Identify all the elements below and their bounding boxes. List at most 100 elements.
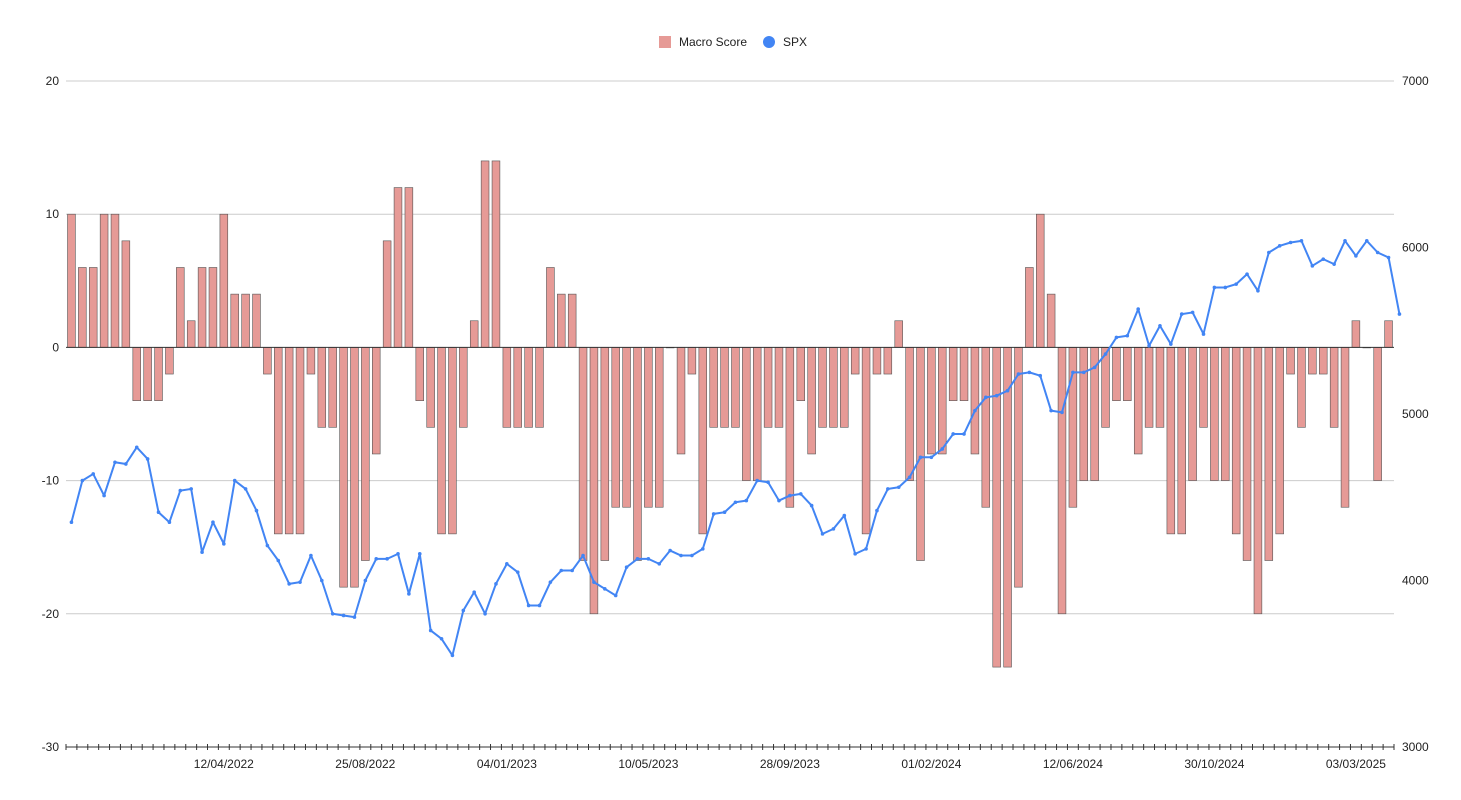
macro-score-bar (600, 347, 610, 561)
macro-score-bar (502, 347, 512, 428)
right-tick-label: 7000 (1402, 74, 1429, 88)
spx-point (232, 478, 237, 483)
macro-score-bar (633, 347, 642, 561)
spx-point (1386, 255, 1391, 260)
macro-score-bar (709, 347, 718, 428)
x-tick-label: 30/10/2024 (1184, 757, 1244, 771)
macro-score-bar (807, 347, 816, 455)
macro-score-bar (67, 213, 76, 348)
spx-point (428, 628, 433, 633)
macro-score-bar (1340, 347, 1350, 508)
macro-score-bar (480, 160, 490, 348)
macro-score-bar (1025, 267, 1034, 348)
spx-point (113, 460, 117, 465)
macro-score-bar (1123, 347, 1132, 401)
macro-score-bar (644, 347, 653, 508)
spx-point (559, 568, 564, 573)
spx-point (320, 578, 324, 583)
spx-point (156, 510, 161, 515)
spx-point (330, 612, 335, 616)
macro-score-bar (872, 347, 882, 375)
spx-point (178, 488, 183, 493)
macro-score-bar (99, 213, 109, 348)
legend-macro-score-label: Macro Score (679, 35, 747, 49)
spx-point (896, 485, 901, 490)
macro-score-bar (491, 160, 501, 348)
macro-score-bar (524, 347, 533, 428)
spx-point (788, 493, 792, 498)
spx-point (265, 543, 270, 548)
spx-point (1114, 335, 1119, 340)
x-tick-label: 28/09/2023 (760, 757, 820, 771)
spx-point (886, 487, 890, 491)
spx-point (1071, 370, 1075, 375)
spx-point (505, 562, 509, 566)
spx-point (222, 542, 226, 546)
macro-score-bar (513, 347, 522, 428)
macro-score-bar (328, 347, 337, 428)
macro-score-bar (927, 347, 936, 455)
macro-score-bar (1199, 347, 1208, 428)
spx-point (298, 580, 302, 584)
macro-score-bar (1319, 347, 1328, 375)
spx-point (635, 557, 640, 561)
spx-point (167, 520, 172, 525)
macro-score-bar (1144, 347, 1154, 428)
spx-point (396, 552, 400, 556)
spx-point (1060, 410, 1064, 415)
spx-point (341, 613, 346, 618)
x-axis: 12/04/2022 25/08/2022 04/01/2023 10/05/2023… (65, 744, 1395, 771)
macro-score-bar (1166, 347, 1176, 535)
spx-point (102, 493, 106, 498)
macro-score-bar (1046, 293, 1056, 348)
spx-point (1103, 352, 1108, 356)
spx-point (1364, 239, 1369, 243)
spx-point (853, 552, 857, 556)
spx-point (603, 587, 607, 591)
macro-score-bar (796, 347, 805, 401)
macro-score-bar (578, 347, 588, 561)
spx-point (1179, 312, 1184, 316)
spx-point (973, 408, 977, 413)
legend-macro-score-swatch (659, 36, 671, 48)
macro-score-bar (165, 347, 174, 375)
right-axis-ticks: 7000 6000 5000 4000 3000 (1402, 74, 1429, 754)
spx-point (951, 432, 955, 436)
spx-point (417, 552, 422, 556)
spx-point (657, 562, 662, 566)
macro-score-bar (916, 347, 925, 561)
spx-point (80, 478, 85, 483)
spx-point (439, 636, 444, 641)
macro-score-bar (88, 267, 98, 348)
macro-score-bar (1057, 347, 1067, 615)
macro-score-bar (230, 293, 239, 348)
macro-score-bar (1177, 347, 1186, 535)
spx-point (1343, 239, 1347, 243)
spx-point (287, 582, 291, 586)
macro-score-bar (742, 347, 751, 481)
spx-point (711, 512, 716, 516)
spx-point (1049, 408, 1053, 413)
spx-point (570, 568, 574, 573)
macro-score-bar (306, 347, 316, 375)
spx-point (352, 615, 357, 619)
spx-point (668, 548, 672, 553)
macro-score-bar (459, 347, 468, 428)
spx-point (907, 475, 912, 480)
x-tick-label: 25/08/2022 (335, 757, 395, 771)
spx-point (1375, 250, 1380, 255)
spx-point (1158, 323, 1162, 328)
macro-score-bar (752, 347, 762, 481)
spx-point (363, 578, 368, 583)
macro-score-bar (1079, 347, 1088, 481)
macro-score-bar (622, 347, 631, 508)
macro-score-bar (1133, 347, 1143, 455)
macro-score-bar (208, 267, 218, 348)
macro-score-bar (1112, 347, 1121, 401)
spx-point (309, 553, 313, 558)
spx-point (918, 455, 923, 460)
spx-point (733, 500, 738, 505)
right-tick-label: 4000 (1402, 574, 1429, 588)
spx-point (537, 603, 542, 608)
spx-point (461, 608, 466, 613)
